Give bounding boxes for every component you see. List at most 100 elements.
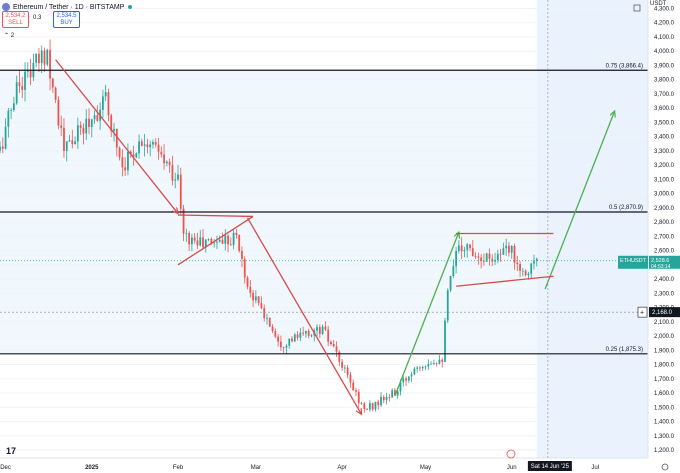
candle-body bbox=[71, 140, 74, 145]
buy-button[interactable]: 2,534.5 BUY bbox=[53, 11, 80, 28]
tradingview-logo-icon[interactable]: 17 bbox=[6, 446, 17, 456]
candle-body bbox=[65, 141, 68, 151]
candle-body bbox=[341, 361, 343, 368]
candle-body bbox=[268, 317, 271, 327]
price-axis[interactable] bbox=[648, 0, 680, 473]
time-axis[interactable] bbox=[0, 458, 648, 473]
candle-body bbox=[104, 92, 107, 97]
candle-body bbox=[471, 248, 474, 257]
bearish-arrow[interactable] bbox=[55, 59, 178, 214]
currency-label[interactable]: USDT bbox=[650, 1, 667, 7]
candle-body bbox=[530, 263, 533, 274]
candle-body bbox=[407, 376, 410, 381]
candle-body bbox=[299, 332, 302, 338]
scale-settings-icon[interactable] bbox=[633, 4, 641, 12]
candle-body bbox=[519, 264, 521, 271]
bullish-arrow[interactable] bbox=[394, 232, 459, 397]
candle-body bbox=[90, 119, 93, 128]
price-tick-label: 2,400.0 bbox=[654, 277, 675, 283]
price-tick-label: 2,700.0 bbox=[654, 234, 675, 240]
candle-body bbox=[374, 401, 377, 410]
candle-body bbox=[152, 141, 154, 145]
trend-line[interactable] bbox=[456, 275, 554, 287]
candle-body bbox=[18, 82, 21, 87]
candle-body bbox=[491, 258, 494, 262]
candle-body bbox=[68, 140, 71, 142]
candle-body bbox=[477, 256, 480, 258]
candle-body bbox=[310, 335, 313, 337]
candle-body bbox=[43, 50, 46, 65]
candle-body bbox=[216, 241, 218, 243]
candle-body bbox=[218, 239, 221, 242]
candle-body bbox=[302, 332, 305, 334]
candle-body bbox=[35, 53, 38, 63]
candle-body bbox=[213, 242, 216, 244]
candle-body bbox=[516, 262, 519, 265]
candle-body bbox=[127, 151, 129, 171]
indicators-toggle[interactable]: ⌃ 2 bbox=[4, 32, 14, 39]
candle-body bbox=[24, 71, 26, 90]
candle-body bbox=[252, 292, 254, 301]
time-tick-label: Apr bbox=[337, 465, 346, 471]
trend-line[interactable] bbox=[177, 214, 254, 218]
candle-body bbox=[446, 290, 449, 321]
settings-gear-icon[interactable] bbox=[661, 463, 669, 471]
candle-body bbox=[371, 403, 374, 410]
candle-body bbox=[485, 253, 488, 262]
price-tick-label: 3,200.0 bbox=[654, 163, 675, 169]
candle-body bbox=[221, 239, 224, 244]
candle-body bbox=[254, 296, 257, 301]
candle-body bbox=[499, 253, 502, 255]
event-icon[interactable] bbox=[506, 449, 516, 459]
candle-body bbox=[13, 103, 15, 111]
candle-body bbox=[193, 237, 196, 241]
candle-body bbox=[416, 367, 419, 369]
candle-body bbox=[26, 71, 29, 72]
projection-arrow[interactable] bbox=[544, 111, 615, 290]
candle-body bbox=[88, 118, 90, 128]
candle-body bbox=[455, 250, 458, 267]
time-tick-label: 2025 bbox=[85, 465, 99, 471]
candle-body bbox=[210, 239, 213, 244]
candle-body bbox=[466, 244, 469, 251]
candle-body bbox=[394, 390, 396, 396]
candle-body bbox=[204, 239, 207, 248]
price-tick-label: 2,600.0 bbox=[654, 249, 675, 255]
candle-body bbox=[352, 382, 355, 391]
candle-body bbox=[380, 396, 382, 406]
candle-body bbox=[513, 246, 516, 263]
candle-body bbox=[316, 327, 318, 331]
candle-body bbox=[46, 49, 49, 65]
candle-body bbox=[441, 359, 444, 362]
candle-body bbox=[357, 391, 360, 404]
candle-body bbox=[488, 253, 491, 259]
candle-body bbox=[96, 115, 99, 121]
candle-body bbox=[305, 330, 307, 334]
candle-body bbox=[324, 326, 327, 330]
cursor-price-badge bbox=[649, 307, 680, 318]
bearish-arrow[interactable] bbox=[246, 217, 362, 415]
candle-body bbox=[438, 359, 441, 364]
chart-title[interactable]: Ethereum / Tether · 1D · BITSTAMP bbox=[13, 3, 125, 11]
candle-body bbox=[229, 244, 232, 246]
candle-body bbox=[168, 161, 171, 166]
buy-price: 2,534.5 bbox=[56, 13, 77, 19]
candle-body bbox=[527, 273, 530, 276]
sell-button[interactable]: 2,534.2 SELL bbox=[2, 11, 29, 28]
candle-body bbox=[266, 317, 268, 319]
candle-body bbox=[143, 144, 146, 146]
candle-body bbox=[190, 237, 193, 245]
cursor-price-label: 2,168.0 bbox=[652, 310, 673, 316]
candle-body bbox=[224, 235, 227, 244]
add-alert-button[interactable] bbox=[637, 306, 648, 318]
price-tick-label: 1,500.0 bbox=[654, 405, 675, 411]
price-tick-label: 3,400.0 bbox=[654, 135, 675, 141]
candle-body bbox=[327, 329, 330, 342]
trend-line[interactable] bbox=[177, 215, 254, 266]
candle-body bbox=[296, 334, 299, 338]
candle-body bbox=[427, 364, 430, 367]
candle-body bbox=[291, 338, 293, 342]
candle-body bbox=[235, 232, 238, 236]
